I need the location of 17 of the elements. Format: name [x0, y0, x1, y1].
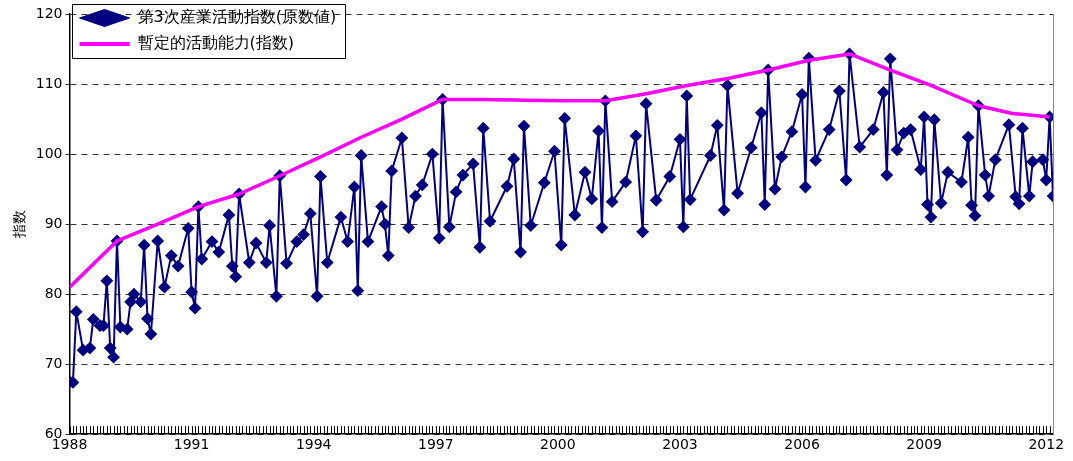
legend-label: 暫定的活動能力(指数) — [137, 33, 295, 53]
y-tick-label: 120 — [35, 4, 63, 21]
x-tick-label: 1994 — [295, 436, 332, 453]
x-tick-label: 2006 — [784, 436, 820, 453]
y-tick-label: 100 — [35, 144, 63, 161]
x-tick-label: 1991 — [173, 436, 210, 453]
x-tick-label: 2009 — [906, 436, 942, 453]
y-tick-label: 90 — [44, 214, 63, 231]
x-tick-label: 1997 — [417, 436, 454, 453]
legend-label: 第3次産業活動指数(原数値) — [137, 7, 337, 27]
y-tick-label: 110 — [35, 74, 63, 91]
x-tick-label: 2000 — [540, 436, 576, 453]
y-tick-label: 70 — [44, 354, 63, 371]
y-tick-label: 80 — [44, 284, 63, 301]
y-axis-title: 指数 — [11, 210, 28, 240]
x-tick-label: 2003 — [662, 436, 698, 453]
x-tick-label: 2012 — [1028, 436, 1065, 453]
